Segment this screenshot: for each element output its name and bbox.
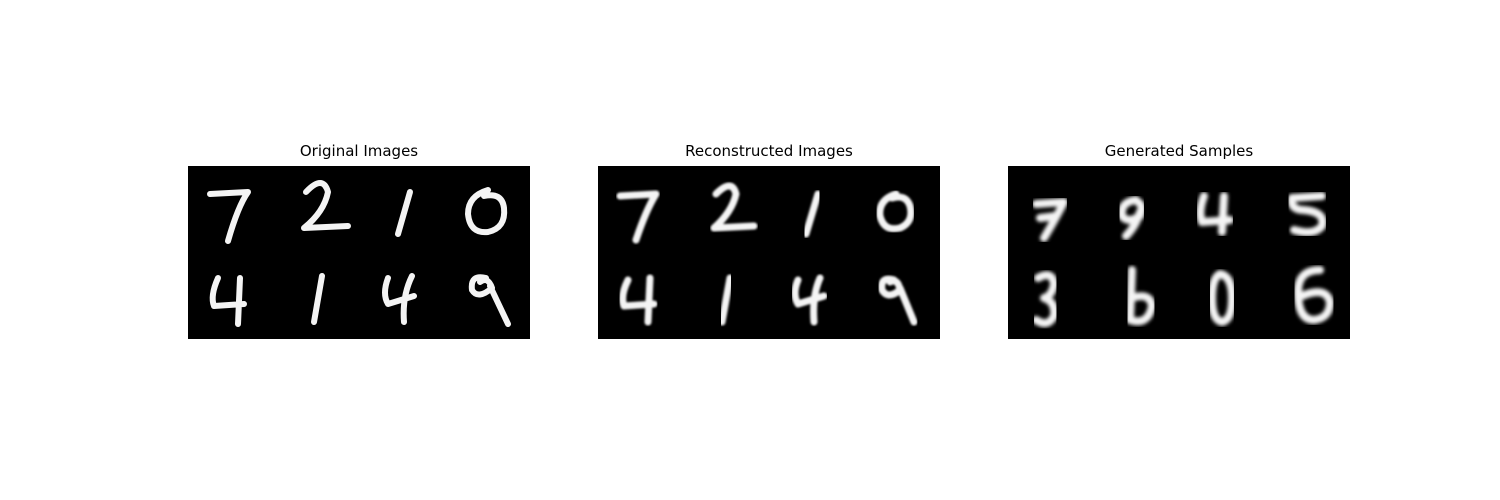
digit-generated-2 — [1117, 196, 1146, 240]
digit-generated-4 — [1287, 192, 1327, 237]
digit-generated-1 — [1032, 198, 1068, 242]
original-images-grid — [188, 166, 530, 339]
digit-reconstructed-5 — [619, 274, 658, 326]
digit-generated-7 — [1208, 270, 1236, 326]
digit-generated-3 — [1196, 192, 1234, 236]
digit-reconstructed-1 — [616, 190, 660, 244]
digit-original-4 — [465, 187, 508, 236]
generated-samples-grid — [1008, 166, 1350, 339]
digit-original-8 — [468, 274, 511, 327]
digit-original-3 — [395, 189, 413, 237]
digit-reconstructed-3 — [802, 190, 822, 238]
digit-reconstructed-6 — [718, 274, 734, 326]
digit-generated-5 — [1032, 271, 1059, 328]
digit-original-1 — [207, 189, 251, 244]
digit-original-6 — [311, 273, 325, 325]
digit-reconstructed-2 — [710, 182, 758, 232]
digit-reconstructed-8 — [878, 275, 918, 326]
digit-original-5 — [209, 275, 247, 327]
panel-title-original: Original Images — [299, 142, 419, 160]
digit-reconstructed-4 — [876, 190, 915, 233]
digit-original-2 — [301, 180, 351, 231]
digit-reconstructed-7 — [791, 274, 828, 326]
generated-samples-panel: Generated Samples — [1008, 140, 1350, 339]
digit-generated-6 — [1126, 266, 1156, 326]
reconstructed-images-grid — [598, 166, 940, 339]
reconstructed-images-panel: Reconstructed Images — [598, 140, 940, 339]
panel-title-reconstructed: Reconstructed Images — [685, 142, 853, 160]
original-images-panel: Original Images — [188, 140, 530, 339]
digit-original-7 — [382, 273, 417, 325]
panel-title-generated: Generated Samples — [1104, 142, 1254, 160]
digit-generated-8 — [1294, 266, 1334, 324]
